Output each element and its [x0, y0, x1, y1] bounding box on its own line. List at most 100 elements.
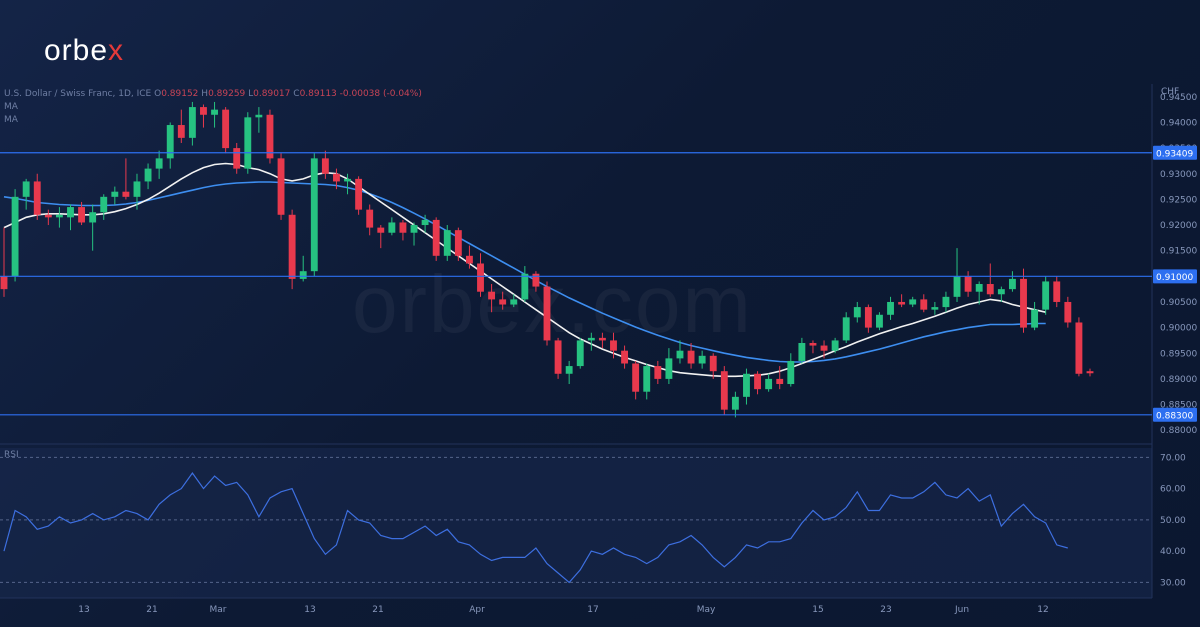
candle [299, 255, 307, 282]
candle-body [155, 158, 163, 169]
candle [255, 107, 263, 133]
candle [986, 263, 994, 297]
time-tick-label: May [697, 605, 716, 615]
candle [842, 312, 850, 343]
candle [543, 281, 551, 346]
candle [876, 312, 883, 331]
candle-body [122, 191, 130, 197]
candle-body [344, 178, 351, 182]
candle [133, 173, 141, 210]
candle-body [554, 340, 562, 374]
candle [776, 366, 784, 390]
candle-body [477, 263, 484, 292]
candle [654, 360, 662, 385]
open-label: O [154, 89, 162, 99]
price-tick-label: 0.90000 [1160, 324, 1197, 334]
high-label: H [201, 89, 209, 99]
rsi-line [3, 471, 1068, 584]
candle [266, 109, 274, 164]
candle [177, 109, 185, 143]
candle-body [698, 355, 706, 364]
candle-body [78, 207, 86, 223]
candle [565, 360, 573, 385]
candle-body [931, 307, 939, 310]
level-label: 0.93409 [1156, 149, 1193, 159]
time-tick-label: Apr [469, 605, 485, 615]
candle [144, 163, 152, 190]
candles [0, 101, 1094, 418]
price-tick-label: 0.92000 [1160, 221, 1197, 231]
candle-body [621, 350, 629, 364]
candle-body [898, 301, 906, 305]
candle [1031, 301, 1039, 331]
candle-body [277, 158, 285, 215]
close-label: C [293, 89, 300, 99]
candle [1042, 276, 1050, 315]
candle [1053, 276, 1061, 308]
candle [731, 391, 739, 418]
level-label: 0.91000 [1156, 273, 1193, 283]
change-value: -0.00038 (-0.04%) [339, 89, 422, 99]
candle-body [709, 355, 717, 372]
candle [33, 173, 41, 220]
candle-body [765, 378, 773, 390]
candle [377, 225, 385, 249]
candle-body [200, 107, 207, 115]
candle [477, 253, 484, 297]
candle-body [133, 181, 141, 197]
candle-body [89, 212, 97, 223]
candle [22, 178, 30, 210]
candle [366, 204, 374, 236]
candle [975, 281, 983, 305]
brand-name: orbe [44, 34, 109, 67]
candle [709, 353, 717, 379]
rsi-label[interactable]: RSI [4, 450, 19, 460]
candle-body [11, 196, 19, 277]
candle-body [754, 373, 761, 390]
candle [610, 332, 617, 359]
price-tick-label: 0.94500 [1160, 93, 1197, 103]
candle-body [986, 284, 994, 295]
candle-body [743, 373, 750, 397]
candle [454, 227, 462, 261]
candle-body [432, 219, 440, 256]
candle [587, 332, 595, 351]
candle [244, 112, 252, 174]
candle [333, 168, 340, 190]
candle [111, 186, 119, 205]
candle [798, 337, 806, 364]
candle [864, 304, 872, 333]
candle-body [920, 299, 928, 310]
candle-body [465, 255, 473, 264]
candle [532, 271, 540, 292]
candle [155, 150, 163, 179]
candle-body [488, 291, 496, 300]
candle-body [288, 214, 296, 279]
candle-body [787, 360, 795, 385]
candle-body [543, 286, 551, 341]
open-value: 0.89152 [161, 89, 199, 99]
candle [787, 353, 795, 387]
candle [44, 209, 52, 226]
candle [166, 122, 174, 169]
candle-body [598, 337, 606, 341]
price-tick-label: 0.91500 [1160, 247, 1197, 257]
ma-fast-label[interactable]: MA [4, 102, 18, 112]
price-tick-label: 0.94000 [1160, 118, 1197, 128]
candle-body [665, 358, 673, 379]
candle [122, 158, 130, 200]
candle [277, 153, 285, 220]
brand-accent-letter: x [108, 34, 125, 67]
price-tick-label: 0.90500 [1160, 298, 1197, 308]
candle [78, 201, 86, 226]
candle [554, 337, 562, 379]
candle-body [887, 301, 894, 315]
candle-body [521, 273, 529, 300]
ma-slow-label[interactable]: MA [4, 115, 18, 125]
rsi-tick-label: 30.00 [1160, 578, 1186, 588]
candle [632, 360, 640, 400]
candle [1020, 268, 1027, 333]
candle-body [687, 350, 695, 364]
candle-body [942, 296, 950, 308]
candle-body [321, 158, 329, 174]
